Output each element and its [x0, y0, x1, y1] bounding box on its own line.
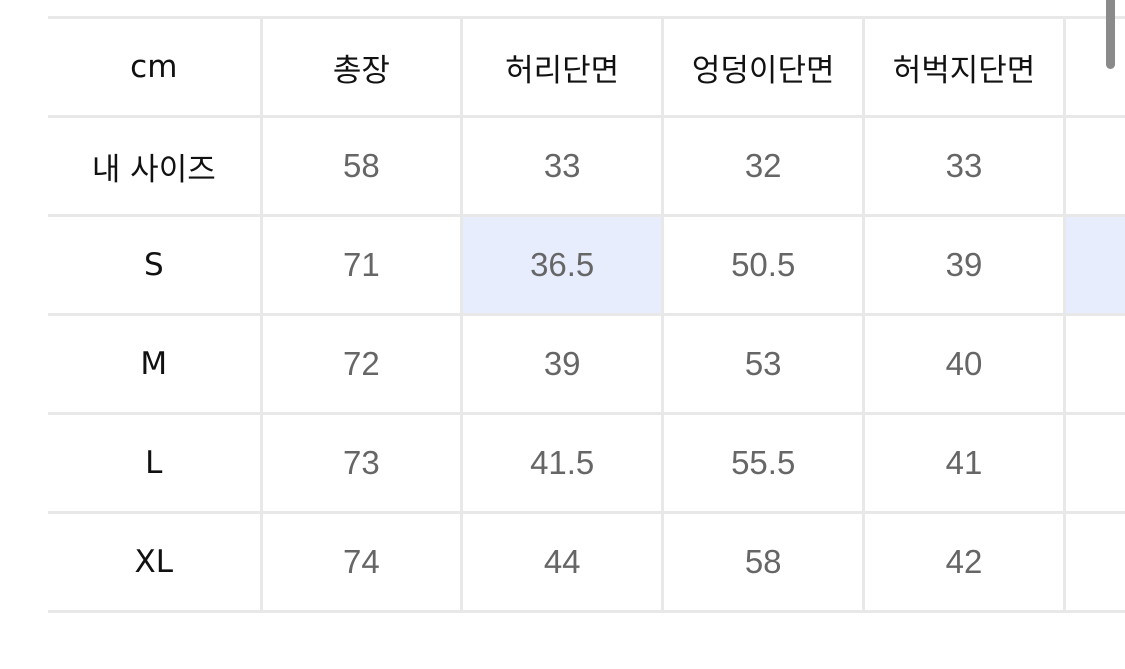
header-row: cm 총장 허리단면 엉덩이단면 허벅지단면: [48, 16, 1125, 118]
row-label: S: [48, 214, 263, 316]
table-cell: 39: [460, 313, 665, 415]
table-cell: 74: [259, 511, 464, 613]
table-cell: 39: [862, 214, 1066, 316]
table-cell: [1062, 412, 1125, 514]
table-cell: 53: [661, 313, 866, 415]
table-cell: 58: [661, 511, 866, 613]
table-cell: 72: [259, 313, 464, 415]
row-label: XL: [48, 511, 263, 613]
header-total-length: 총장: [259, 16, 464, 118]
row-label: L: [48, 412, 263, 514]
header-unit: cm: [48, 16, 263, 118]
table-cell: 73: [259, 412, 464, 514]
table-cell: 41: [862, 412, 1066, 514]
table-cell: 36.5: [460, 214, 665, 316]
row-label: M: [48, 313, 263, 415]
table-row: S 71 36.5 50.5 39: [48, 214, 1125, 316]
table-row: M 72 39 53 40: [48, 313, 1125, 415]
header-waist: 허리단면: [460, 16, 665, 118]
header-partial: [1062, 16, 1125, 118]
table-cell: [1062, 313, 1125, 415]
table-cell: 44: [460, 511, 665, 613]
table-cell: [1062, 214, 1125, 316]
table-cell: 32: [661, 115, 866, 217]
table-row: L 73 41.5 55.5 41: [48, 412, 1125, 514]
size-chart-table: cm 총장 허리단면 엉덩이단면 허벅지단면 내 사이즈 58 33 32 33 S 71 3…: [48, 16, 1125, 613]
header-thigh: 허벅지단면: [862, 16, 1066, 118]
table-cell: 33: [460, 115, 665, 217]
table-cell: 58: [259, 115, 464, 217]
table-cell: 71: [259, 214, 464, 316]
table-cell: 33: [862, 115, 1066, 217]
table-cell: 42: [862, 511, 1066, 613]
header-hip: 엉덩이단면: [661, 16, 866, 118]
row-label: 내 사이즈: [48, 115, 263, 217]
table-row: 내 사이즈 58 33 32 33: [48, 115, 1125, 217]
table-cell: 55.5: [661, 412, 866, 514]
table-cell: 40: [862, 313, 1066, 415]
table-cell: 41.5: [460, 412, 665, 514]
table-row: XL 74 44 58 42: [48, 511, 1125, 613]
table-cell: [1062, 115, 1125, 217]
scrollbar[interactable]: [1106, 0, 1115, 69]
table-cell: 50.5: [661, 214, 866, 316]
table-cell: [1062, 511, 1125, 613]
